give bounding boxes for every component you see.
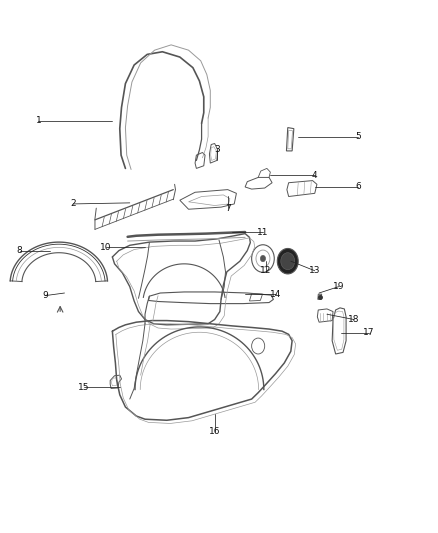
Text: 4: 4: [312, 171, 318, 180]
Circle shape: [260, 255, 265, 262]
Text: 11: 11: [257, 228, 268, 237]
Text: 2: 2: [71, 199, 76, 208]
Text: 6: 6: [355, 182, 361, 191]
Text: 9: 9: [42, 291, 48, 300]
Text: 7: 7: [225, 204, 230, 213]
Circle shape: [277, 248, 298, 274]
Circle shape: [281, 253, 295, 270]
Text: 18: 18: [348, 315, 360, 324]
Polygon shape: [318, 294, 322, 300]
Text: 13: 13: [309, 266, 321, 275]
Text: 1: 1: [35, 116, 41, 125]
Text: 10: 10: [100, 243, 112, 252]
Text: 16: 16: [209, 427, 220, 437]
Text: 15: 15: [78, 383, 90, 392]
Text: 12: 12: [260, 266, 272, 275]
Text: 19: 19: [333, 282, 344, 291]
Text: 8: 8: [17, 246, 22, 255]
Text: 3: 3: [214, 146, 220, 155]
Text: 14: 14: [270, 289, 281, 298]
Text: 5: 5: [355, 132, 361, 141]
Text: 17: 17: [364, 328, 375, 337]
